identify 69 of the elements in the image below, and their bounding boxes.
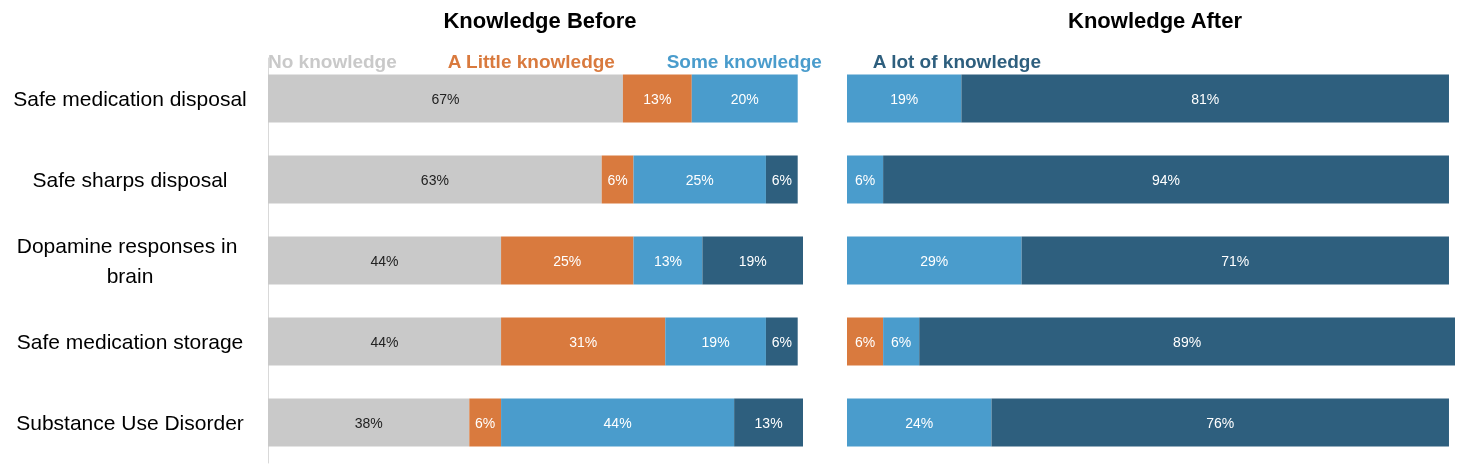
bar <box>847 74 962 123</box>
data-label: 6% <box>771 171 792 188</box>
bar <box>847 236 1022 285</box>
data-label: 19% <box>701 333 730 350</box>
data-label: 44% <box>603 414 632 431</box>
data-label: 19% <box>890 90 919 107</box>
data-label: 13% <box>653 252 682 269</box>
data-label: 81% <box>1191 90 1220 107</box>
y-tick-label: Safe sharps disposal <box>32 168 228 191</box>
data-label: 19% <box>738 252 767 269</box>
data-label: 71% <box>1221 252 1250 269</box>
data-label: 89% <box>1173 333 1202 350</box>
data-label: 29% <box>920 252 949 269</box>
bar <box>691 74 798 123</box>
y-tick-label: Dopamine responses in brain <box>16 234 244 287</box>
data-label: 67% <box>431 90 460 107</box>
bar <box>847 398 992 447</box>
data-label: 6% <box>891 333 912 350</box>
chart-title: Knowledge Before <box>443 7 637 33</box>
data-label: 6% <box>854 171 876 188</box>
data-label: 24% <box>905 414 934 431</box>
bar <box>268 74 623 123</box>
data-label: 76% <box>1206 414 1235 431</box>
bar <box>469 398 502 447</box>
bar <box>268 236 502 285</box>
bar <box>268 155 602 204</box>
bar <box>919 317 1455 366</box>
y-tick-label: Safe medication storage <box>16 330 244 353</box>
bar <box>501 398 735 447</box>
bar <box>501 317 666 366</box>
data-label: 25% <box>553 252 582 269</box>
bar <box>633 236 703 285</box>
data-label: 6% <box>607 171 628 188</box>
data-label: 6% <box>854 333 876 350</box>
data-label: 44% <box>370 252 399 269</box>
bar <box>961 74 1449 123</box>
chart-title: Knowledge After <box>1068 7 1243 33</box>
bar <box>847 155 884 204</box>
data-label: 20% <box>730 90 759 107</box>
bar <box>1021 236 1449 285</box>
bar <box>633 155 766 204</box>
series-label: A Little knowledge <box>447 51 615 72</box>
bar <box>847 317 884 366</box>
data-label: 13% <box>754 414 783 431</box>
bar <box>883 317 920 366</box>
data-label: 25% <box>685 171 714 188</box>
bar <box>991 398 1449 447</box>
data-label: 63% <box>420 171 449 188</box>
bar <box>622 74 692 123</box>
data-label: 6% <box>475 414 496 431</box>
data-label: 94% <box>1152 171 1181 188</box>
bar <box>268 398 470 447</box>
bar <box>734 398 803 447</box>
y-tick-label: Substance Use Disorder <box>16 411 244 434</box>
data-label: 38% <box>354 414 383 431</box>
bar <box>702 236 803 285</box>
y-tick-label: Safe medication disposal <box>13 87 247 110</box>
text: A lot of knowledge <box>872 51 1042 72</box>
bar <box>765 155 798 204</box>
bar <box>765 317 798 366</box>
bar <box>665 317 766 366</box>
data-label: 13% <box>643 90 672 107</box>
bar <box>268 317 502 366</box>
data-label: 31% <box>569 333 598 350</box>
bar <box>883 155 1449 204</box>
data-label: 44% <box>370 333 399 350</box>
series-label: Some knowledge <box>666 51 822 72</box>
bar <box>501 236 634 285</box>
data-label: 6% <box>771 333 792 350</box>
